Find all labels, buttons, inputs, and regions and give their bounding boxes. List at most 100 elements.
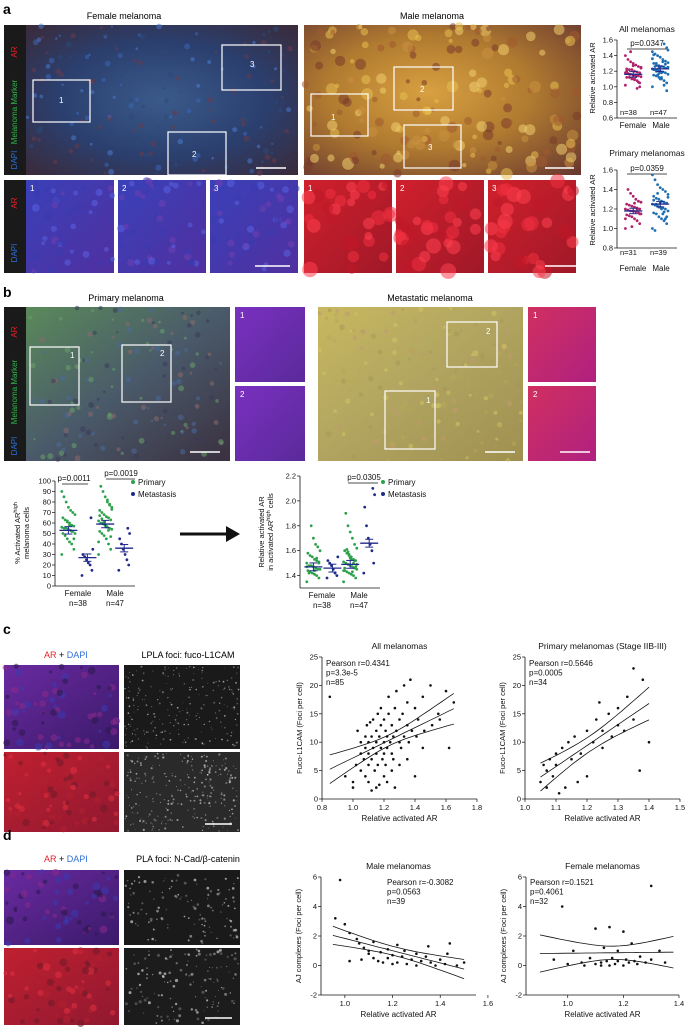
pla-focus bbox=[192, 981, 194, 983]
pla-focus bbox=[152, 800, 154, 803]
nucleus-dot bbox=[195, 352, 199, 356]
pla-focus bbox=[183, 881, 187, 885]
b-legend-primary-marker bbox=[131, 480, 135, 484]
nucleus-dot bbox=[62, 769, 71, 778]
nucleus-dot bbox=[497, 371, 500, 375]
pla-focus bbox=[160, 917, 164, 921]
nucleus-dot bbox=[55, 923, 62, 930]
nucleus-dot bbox=[501, 348, 505, 353]
nucleus-dot bbox=[352, 328, 356, 333]
pla-focus bbox=[218, 709, 221, 712]
pla-focus bbox=[176, 873, 180, 877]
nucleus-dot bbox=[51, 202, 58, 209]
pla-focus bbox=[216, 978, 218, 980]
pla-focus bbox=[220, 911, 222, 913]
nucleus-dot bbox=[70, 223, 77, 230]
b-primary-roi-2-label: 2 bbox=[160, 349, 165, 358]
data-point bbox=[385, 780, 389, 784]
nucleus-dot bbox=[476, 430, 480, 433]
data-point bbox=[313, 572, 316, 576]
data-point bbox=[335, 574, 339, 577]
nucleus-dot bbox=[252, 64, 256, 69]
data-point bbox=[625, 69, 629, 73]
nucleus-dot bbox=[10, 873, 16, 878]
nucleus-dot bbox=[360, 329, 367, 335]
pla-focus bbox=[202, 667, 204, 669]
nucleus-dot bbox=[191, 421, 196, 427]
cell-blob bbox=[371, 150, 377, 156]
cell-blob bbox=[361, 41, 369, 49]
pla-focus bbox=[141, 679, 144, 682]
pla-focus bbox=[183, 915, 186, 918]
nucleus-dot bbox=[144, 441, 148, 444]
pla-focus bbox=[182, 710, 184, 711]
cell-blob bbox=[316, 28, 325, 36]
nucleus-dot bbox=[36, 962, 44, 969]
pla-focus bbox=[124, 817, 127, 820]
nucleus-dot bbox=[508, 419, 513, 425]
nucleus-dot bbox=[110, 385, 114, 388]
data-point bbox=[370, 789, 373, 792]
nucleus-dot bbox=[18, 766, 23, 771]
data-point bbox=[572, 949, 575, 953]
data-point bbox=[594, 962, 597, 966]
b-plot1-n-male: n=47 bbox=[106, 599, 125, 608]
nucleus-dot bbox=[168, 115, 173, 119]
pla-focus bbox=[155, 819, 157, 822]
pla-focus bbox=[163, 972, 165, 974]
nucleus-dot bbox=[429, 357, 434, 362]
data-point bbox=[638, 222, 642, 226]
pla-focus bbox=[133, 812, 135, 814]
nucleus-dot bbox=[88, 53, 91, 57]
nucleus-dot bbox=[31, 203, 40, 212]
nucleus-dot bbox=[55, 68, 62, 75]
data-point bbox=[624, 54, 627, 57]
nucleus-dot bbox=[59, 958, 68, 967]
nucleus-dot bbox=[358, 437, 362, 442]
nucleus-dot bbox=[33, 180, 39, 186]
data-point bbox=[372, 956, 375, 960]
a-male-title: Male melanoma bbox=[400, 11, 464, 21]
pla-focus bbox=[165, 776, 167, 778]
cell-blob bbox=[346, 263, 357, 274]
cell-blob bbox=[350, 59, 355, 64]
cell-blob bbox=[306, 105, 313, 112]
data-point bbox=[309, 524, 313, 528]
pla-focus bbox=[233, 907, 236, 910]
data-point bbox=[658, 55, 662, 59]
data-point bbox=[315, 559, 319, 562]
data-point bbox=[625, 213, 629, 217]
data-point bbox=[395, 689, 398, 693]
pla-focus bbox=[215, 966, 218, 969]
nucleus-dot bbox=[57, 711, 66, 719]
nucleus-dot bbox=[82, 250, 90, 258]
nucleus-dot bbox=[39, 700, 46, 707]
pla-focus bbox=[137, 706, 139, 707]
panel-label-d: d bbox=[3, 827, 12, 843]
pla-focus bbox=[126, 879, 129, 882]
data-point bbox=[305, 561, 309, 565]
pla-focus bbox=[155, 738, 157, 739]
data-point bbox=[639, 75, 643, 79]
nucleus-dot bbox=[71, 1002, 78, 1009]
nucleus-dot bbox=[164, 98, 169, 104]
data-point bbox=[108, 503, 111, 507]
pla-focus bbox=[154, 726, 157, 729]
b-legend-primary: Primary bbox=[138, 478, 166, 487]
nucleus-dot bbox=[210, 236, 218, 244]
nucleus-dot bbox=[326, 335, 332, 341]
pla-focus bbox=[163, 880, 165, 882]
nucleus-dot bbox=[25, 115, 29, 119]
pla-focus bbox=[207, 904, 210, 908]
data-point bbox=[539, 780, 542, 784]
nucleus-dot bbox=[452, 407, 458, 414]
data-point bbox=[365, 723, 369, 727]
pla-focus bbox=[152, 781, 155, 783]
nucleus-dot bbox=[383, 329, 389, 334]
pla-focus bbox=[137, 972, 140, 976]
nucleus-dot bbox=[66, 986, 72, 993]
nucleus-dot bbox=[112, 895, 118, 901]
pla-focus bbox=[196, 816, 198, 819]
nucleus-dot bbox=[4, 886, 10, 893]
